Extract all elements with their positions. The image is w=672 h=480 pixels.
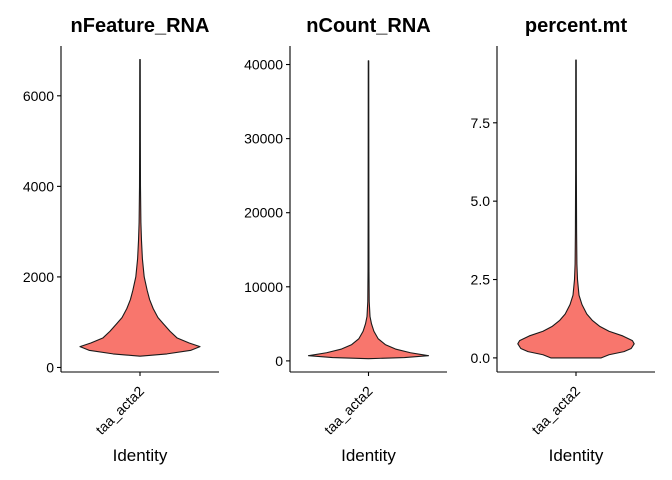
panel-2: nCount_RNA 0 10000 20000 30000 40000 taa_acta2… — [244, 15, 447, 465]
panel-1: nFeature_RNA 0 2000 4000 6000 taa_acta2 Identi… — [23, 15, 219, 465]
y-tick-label: 20000 — [244, 205, 283, 221]
y-tick-label: 2000 — [23, 269, 54, 285]
panel-title: nFeature_RNA — [71, 15, 210, 37]
x-axis-title: Identity — [549, 446, 604, 465]
y-tick-label: 30000 — [244, 131, 283, 147]
x-tick-label: taa_acta2 — [321, 383, 376, 438]
x-tick-label: taa_acta2 — [92, 383, 147, 438]
violin-taa_acta2 — [307, 60, 430, 360]
y-tick-label: 4000 — [23, 178, 54, 194]
y-tick-label: 6000 — [23, 88, 54, 104]
y-tick-label: 5.0 — [471, 193, 491, 209]
x-axis-title: Identity — [113, 446, 168, 465]
violin-taa_acta2 — [79, 59, 201, 357]
x-tick-label: taa_acta2 — [528, 383, 583, 438]
panel-3: percent.mt 0.0 2.5 5.0 7.5 taa_acta2 Identity — [471, 15, 655, 465]
x-axis-title: Identity — [341, 446, 396, 465]
y-tick-label: 2.5 — [471, 272, 491, 288]
y-tick-label: 0.0 — [471, 350, 491, 366]
y-tick-label: 0 — [275, 353, 283, 369]
y-tick-label: 40000 — [244, 57, 283, 73]
panel-title: nCount_RNA — [306, 15, 430, 37]
y-tick-label: 7.5 — [471, 115, 491, 131]
y-tick-label: 0 — [46, 359, 54, 375]
violin-taa_acta2 — [517, 59, 635, 359]
y-tick-label: 10000 — [244, 279, 283, 295]
panel-title: percent.mt — [525, 15, 628, 37]
